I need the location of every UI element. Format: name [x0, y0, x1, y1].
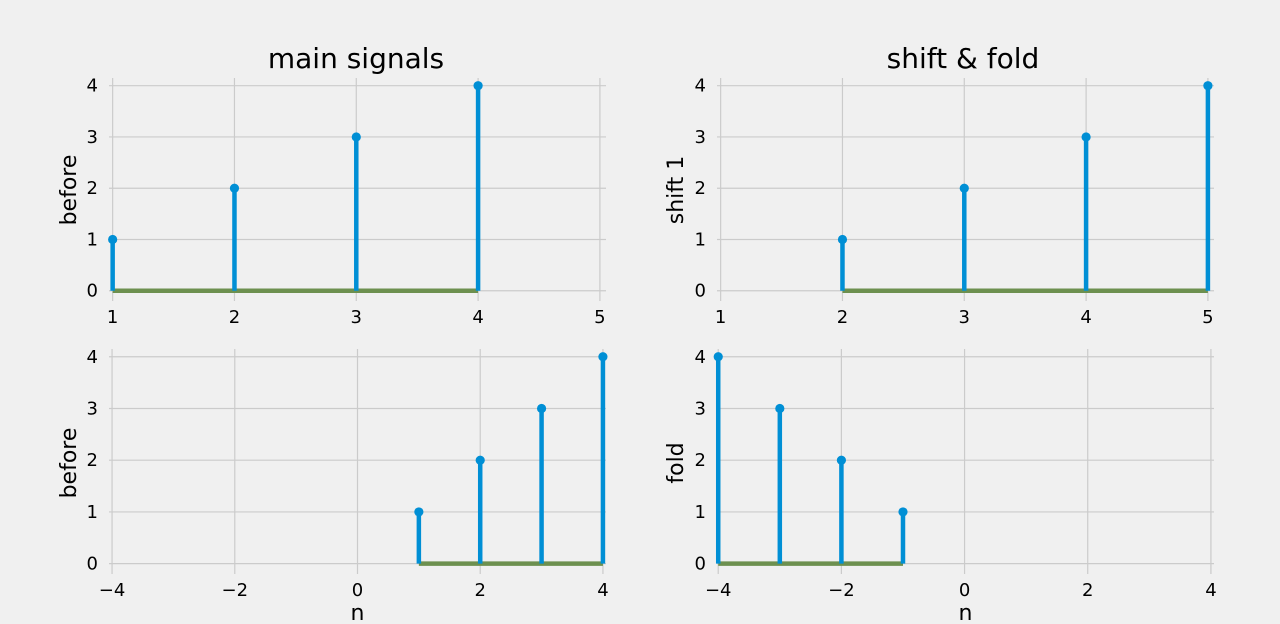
x-tick-label: 1: [715, 307, 726, 328]
y-tick-label: 2: [695, 450, 706, 471]
x-axis-label: n: [351, 601, 365, 624]
y-axis-label: fold: [664, 442, 689, 483]
y-tick-label: 1: [87, 229, 98, 250]
x-tick-label: 2: [1082, 580, 1093, 601]
x-tick-label: 4: [1080, 307, 1091, 328]
y-tick-label: 4: [695, 347, 706, 368]
stem-marker: [536, 403, 547, 414]
x-tick-label: 4: [597, 580, 608, 601]
stem-marker: [836, 455, 847, 465]
y-tick-label: 1: [87, 502, 98, 523]
x-tick-label: 5: [594, 307, 605, 328]
x-tick-label: 3: [959, 307, 970, 328]
stem-marker: [351, 132, 361, 142]
stem-marker: [1081, 132, 1091, 142]
y-tick-label: 1: [695, 502, 706, 523]
stem-marker: [598, 352, 608, 362]
x-tick-label: 4: [472, 307, 483, 328]
stem-marker: [229, 183, 240, 193]
x-tick-label: 5: [1202, 307, 1213, 328]
stem-marker: [898, 507, 908, 517]
y-tick-label: 0: [87, 554, 98, 575]
y-tick-label: 3: [695, 127, 706, 148]
y-tick-label: 2: [87, 178, 98, 199]
y-tick-label: 2: [87, 450, 98, 471]
stem-marker: [475, 455, 485, 465]
x-tick-label: −4: [99, 580, 126, 601]
y-tick-label: 0: [87, 281, 98, 302]
subplot-fold-n: −4 −2 0 2 4 0 1 2 3 4 n fold: [664, 347, 1217, 624]
x-tick-label: 2: [474, 580, 485, 601]
y-tick-label: 1: [695, 229, 706, 250]
x-tick-label: 0: [352, 580, 363, 601]
x-tick-label: 1: [107, 307, 118, 328]
x-tick-label: 0: [959, 580, 970, 601]
stem-marker: [837, 234, 848, 245]
stem-marker: [1203, 81, 1213, 91]
y-axis-label: before: [57, 155, 82, 226]
y-tick-label: 0: [695, 281, 706, 302]
y-axis-label: before: [57, 428, 82, 499]
y-tick-label: 0: [695, 554, 706, 575]
y-tick-label: 3: [695, 398, 706, 419]
y-tick-label: 3: [87, 127, 98, 148]
x-tick-label: −2: [222, 580, 249, 601]
y-tick-label: 2: [695, 178, 706, 199]
subplot-title: shift & fold: [887, 42, 1040, 75]
x-tick-label: −2: [828, 580, 855, 601]
y-tick-label: 4: [87, 347, 98, 368]
y-axis-label: shift 1: [664, 156, 689, 225]
x-tick-label: 2: [229, 307, 240, 328]
y-tick-label: 4: [695, 76, 706, 97]
stem-marker: [959, 183, 969, 193]
stem-marker: [473, 81, 483, 91]
stem-marker: [108, 234, 118, 245]
subplot-before-n: −4 −2 0 2 4 0 1 2 3 4 n before: [57, 347, 609, 624]
x-tick-label: 4: [1205, 580, 1216, 601]
x-tick-label: 3: [351, 307, 362, 328]
subplot-title: main signals: [268, 42, 444, 75]
stem-marker: [713, 352, 723, 362]
y-tick-label: 4: [87, 76, 98, 97]
x-tick-label: −4: [705, 580, 732, 601]
y-tick-label: 3: [87, 398, 98, 419]
stem-marker: [775, 403, 785, 414]
stem-marker: [414, 507, 424, 517]
x-tick-label: 2: [837, 307, 848, 328]
x-axis-label: n: [959, 601, 973, 624]
